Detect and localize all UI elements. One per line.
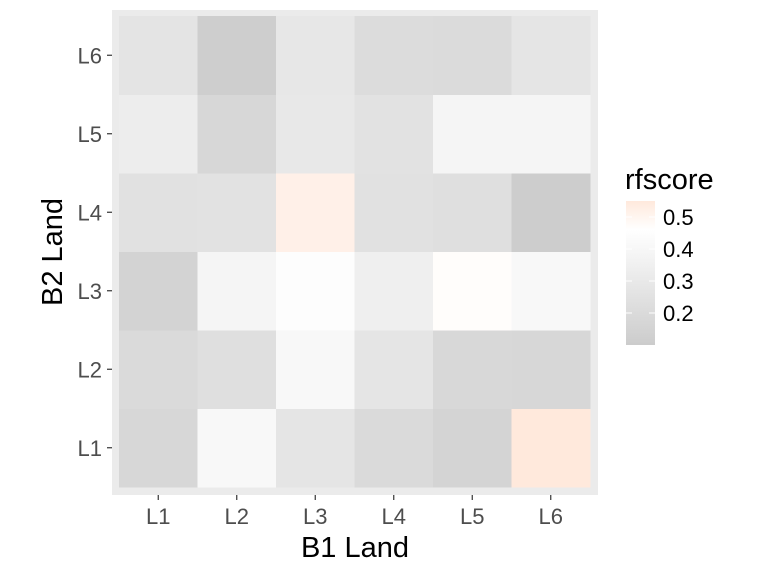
heatmap-cells	[119, 16, 591, 488]
x-tick-label: L1	[146, 504, 170, 529]
heatmap-cell-L1-L3	[119, 251, 198, 331]
x-tick-label: L2	[225, 504, 249, 529]
x-tick-label: L6	[539, 504, 563, 529]
heatmap-cell-L3-L1	[276, 408, 355, 488]
heatmap-cell-L5-L6	[433, 16, 512, 95]
heatmap-cell-L3-L4	[276, 173, 355, 252]
heatmap-cell-L5-L3	[433, 251, 512, 331]
heatmap-cell-L5-L5	[433, 94, 512, 174]
legend-tick-label: 0.3	[663, 269, 694, 294]
y-axis-title: B2 Land	[37, 198, 69, 306]
heatmap-cell-L4-L2	[354, 330, 434, 409]
heatmap-cell-L1-L5	[119, 94, 198, 174]
y-tick-label: L4	[78, 200, 102, 225]
legend-tick-label: 0.5	[663, 205, 694, 230]
y-tick-label: L2	[78, 357, 102, 382]
heatmap-cell-L3-L5	[276, 94, 355, 174]
y-tick-label: L3	[78, 279, 102, 304]
legend-ticks: 0.5 0.4 0.3 0.2	[626, 205, 694, 326]
x-tick-label: L3	[303, 504, 327, 529]
y-tick-label: L1	[78, 436, 102, 461]
heatmap-cell-L3-L2	[276, 330, 355, 409]
x-tick-label: L4	[382, 504, 406, 529]
heatmap-cell-L2-L5	[197, 94, 277, 174]
heatmap-cell-L6-L2	[511, 330, 591, 409]
heatmap-cell-L2-L2	[197, 330, 277, 409]
heatmap-cell-L1-L4	[119, 173, 198, 252]
heatmap-cell-L6-L3	[511, 251, 591, 331]
heatmap-cell-L1-L1	[119, 408, 198, 488]
heatmap-cell-L5-L2	[433, 330, 512, 409]
x-axis-title: B1 Land	[301, 532, 409, 564]
y-tick-label: L6	[78, 43, 102, 68]
heatmap-cell-L2-L6	[197, 16, 277, 95]
x-axis-ticks: L1 L2 L3 L4 L5 L6	[146, 495, 563, 529]
heatmap-cell-L2-L3	[197, 251, 277, 331]
heatmap-cell-L2-L1	[197, 408, 277, 488]
heatmap-cell-L1-L6	[119, 16, 198, 95]
heatmap-cell-L4-L4	[354, 173, 434, 252]
heatmap-cell-L4-L5	[354, 94, 434, 174]
x-tick-label: L5	[460, 504, 484, 529]
legend-tick-label: 0.2	[663, 301, 694, 326]
heatmap-cell-L3-L3	[276, 251, 355, 331]
legend-colorbar	[626, 201, 655, 345]
heatmap-cell-L1-L2	[119, 330, 198, 409]
heatmap-cell-L6-L4	[511, 173, 591, 252]
legend-title: rfscore	[625, 164, 714, 196]
heatmap-cell-L5-L4	[433, 173, 512, 252]
heatmap-cell-L3-L6	[276, 16, 355, 95]
heatmap-cell-L4-L6	[354, 16, 434, 95]
heatmap-cell-L6-L6	[511, 16, 591, 95]
legend: rfscore 0.5 0.4 0.3 0.2	[625, 164, 714, 345]
heatmap-cell-L4-L3	[354, 251, 434, 331]
heatmap-cell-L6-L1	[511, 408, 591, 488]
legend-tick-label: 0.4	[663, 237, 694, 262]
y-axis-ticks: L1 L2 L3 L4 L5 L6	[78, 43, 112, 461]
heatmap-cell-L5-L1	[433, 408, 512, 488]
heatmap-cell-L4-L1	[354, 408, 434, 488]
heatmap-cell-L6-L5	[511, 94, 591, 174]
heatmap-cell-L2-L4	[197, 173, 277, 252]
y-tick-label: L5	[78, 122, 102, 147]
